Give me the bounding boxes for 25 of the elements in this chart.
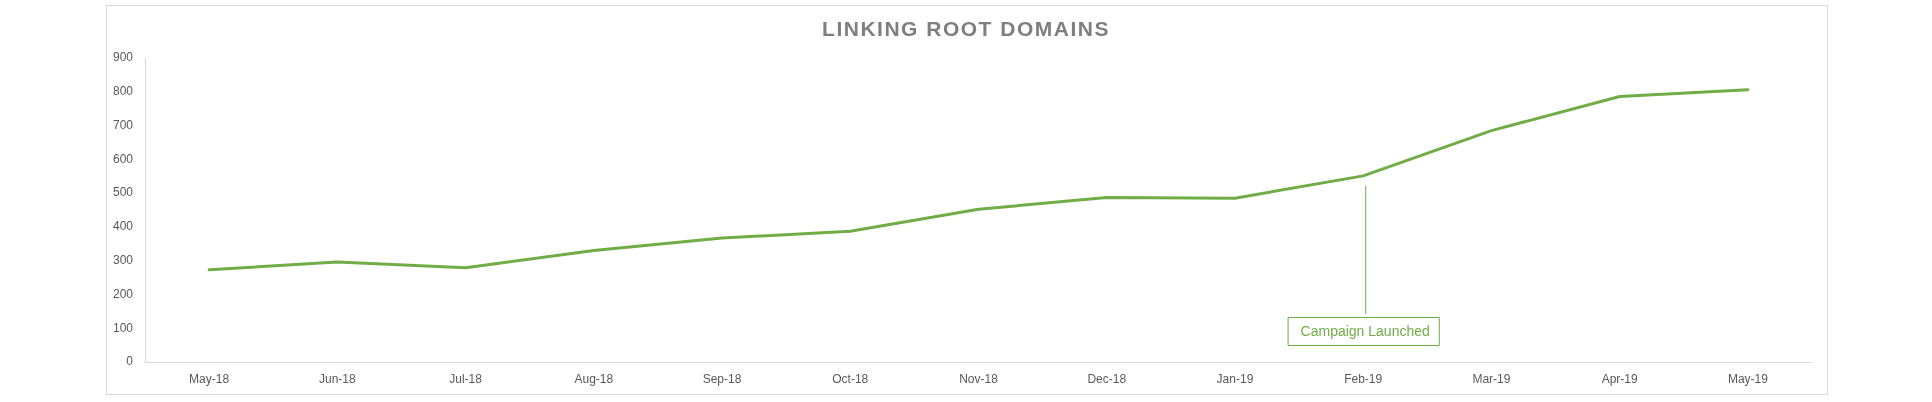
x-tick-label: Oct-18 — [832, 371, 869, 386]
x-tick-label: Jan-19 — [1216, 371, 1254, 386]
x-tick-label: Nov-18 — [959, 371, 999, 386]
x-tick-label: Dec-18 — [1087, 371, 1127, 386]
y-tick-label: 900 — [112, 50, 134, 65]
y-tick-label: 0 — [126, 354, 134, 369]
ref-line-label: Campaign Launched — [1300, 322, 1430, 339]
y-tick-label: 300 — [112, 252, 134, 267]
x-tick-label: Mar-19 — [1472, 371, 1511, 386]
y-tick-label: 400 — [112, 219, 134, 234]
y-tick-label: 100 — [112, 320, 134, 335]
y-tick-label: 500 — [112, 185, 134, 200]
x-tick-label: Feb-19 — [1344, 371, 1383, 386]
y-tick-label: 200 — [112, 286, 134, 301]
x-tick-label: May-18 — [189, 371, 230, 386]
x-tick-label: Jun-18 — [318, 371, 357, 386]
y-tick-label: 600 — [112, 151, 134, 166]
y-tick-label: 800 — [112, 84, 134, 99]
x-tick-label: Aug-18 — [574, 371, 614, 386]
x-tick-label: May-19 — [1727, 371, 1769, 386]
x-tick-label: Sep-18 — [702, 371, 742, 386]
y-tick-label: 700 — [112, 117, 134, 132]
x-tick-label: Jul-18 — [449, 371, 483, 386]
x-tick-label: Apr-19 — [1601, 371, 1638, 386]
chart-title: LINKING ROOT DOMAINS — [821, 16, 1111, 42]
